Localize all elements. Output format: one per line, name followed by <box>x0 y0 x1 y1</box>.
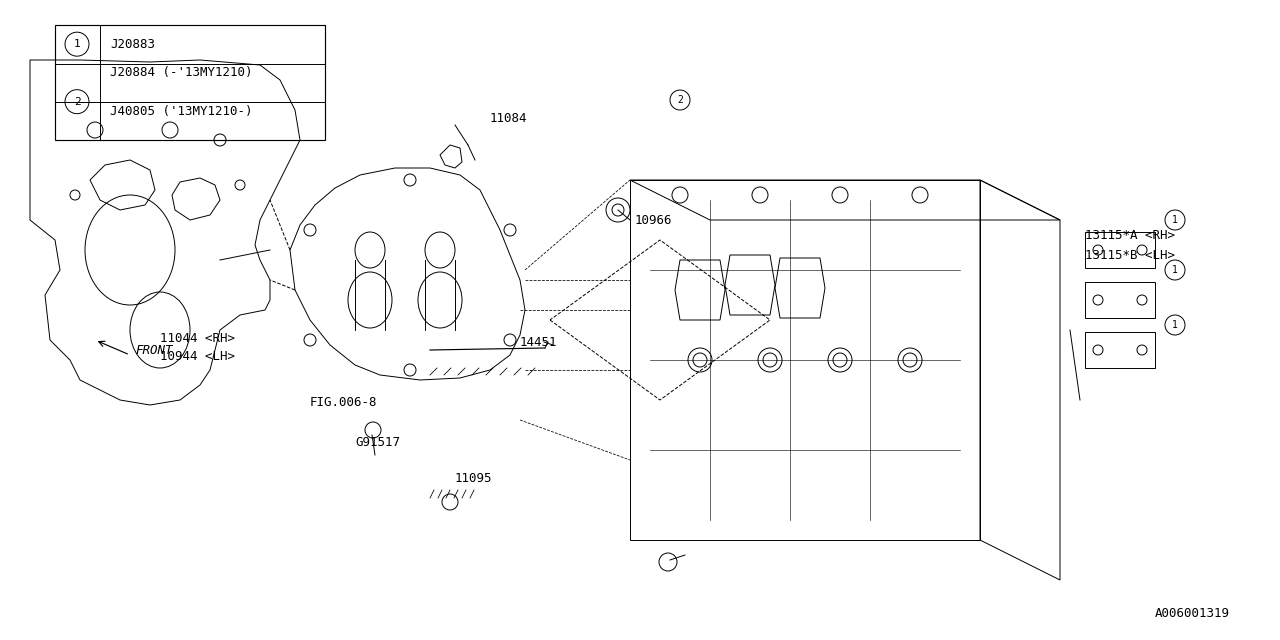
Text: 1: 1 <box>1172 320 1178 330</box>
Text: 10966: 10966 <box>635 214 672 227</box>
Text: J20883: J20883 <box>110 38 155 51</box>
Text: 11044 <RH>: 11044 <RH> <box>160 332 236 344</box>
Text: 2: 2 <box>74 97 81 107</box>
Text: 11084: 11084 <box>490 111 527 125</box>
Text: A006001319: A006001319 <box>1155 607 1230 620</box>
Text: 11095: 11095 <box>454 472 493 484</box>
Bar <box>55 25 325 140</box>
Bar <box>630 180 980 540</box>
Text: J20884 (-'13MY1210): J20884 (-'13MY1210) <box>110 67 252 79</box>
Text: 10944 <LH>: 10944 <LH> <box>160 349 236 362</box>
Text: 13115*A <RH>: 13115*A <RH> <box>1085 228 1175 241</box>
Text: FIG.006-8: FIG.006-8 <box>310 397 378 410</box>
Text: 13115*B <LH>: 13115*B <LH> <box>1085 248 1175 262</box>
Text: FRONT: FRONT <box>134 344 173 356</box>
Text: 1: 1 <box>1172 215 1178 225</box>
Text: 1: 1 <box>74 39 81 49</box>
Text: G91517: G91517 <box>355 436 401 449</box>
Text: 2: 2 <box>677 95 684 105</box>
Text: J40805 ('13MY1210-): J40805 ('13MY1210-) <box>110 105 252 118</box>
Text: 1: 1 <box>1172 265 1178 275</box>
Text: 14451: 14451 <box>520 335 558 349</box>
